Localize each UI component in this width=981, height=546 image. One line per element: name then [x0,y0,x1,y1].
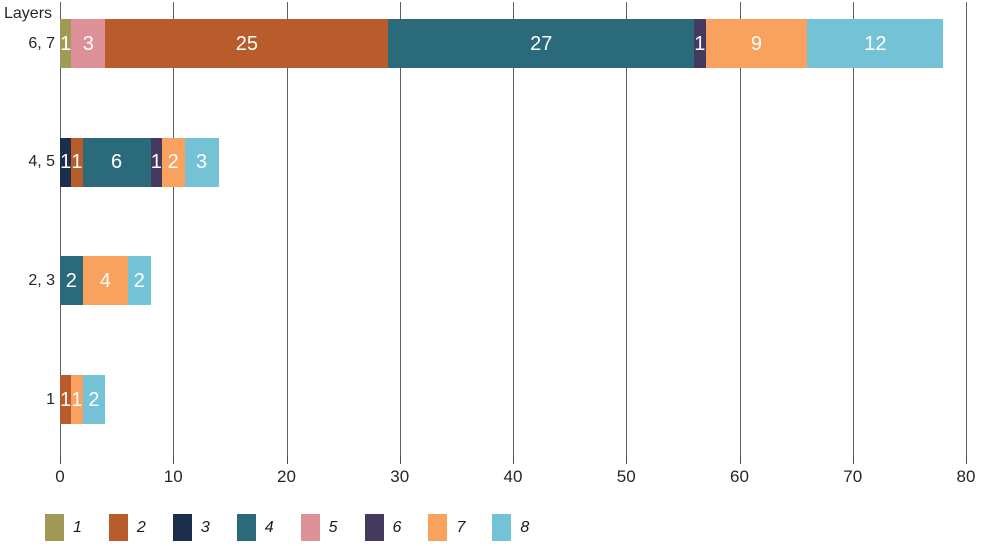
x-tick-label: 70 [843,467,863,486]
x-tick-label: 60 [730,467,749,486]
bar-segment: 2 [127,256,151,306]
segment-value-label: 2 [133,269,145,292]
x-axis-tick [173,457,175,464]
x-tick-label: 50 [616,467,636,486]
bar-segment: 3 [184,137,219,187]
segment-value-label: 1 [60,32,72,55]
bar-segment: 1 [60,375,72,424]
legend-item: 5 [300,514,338,541]
gridline [626,2,628,457]
segment-value-label: 6 [111,151,123,174]
gridline [966,2,967,457]
bar-segment: 1 [60,19,72,68]
bar-segment: 2 [161,137,185,187]
legend-item: 4 [236,514,274,541]
x-tick-label: 0 [55,467,65,486]
legend-swatch [108,514,128,541]
bar-segment: 25 [105,19,389,68]
bar-segment: 4 [82,256,128,306]
bar-segment: 2 [60,256,83,306]
x-axis-tick [966,457,967,464]
segment-value-label: 2 [65,269,77,292]
x-axis-tick [626,457,628,464]
gridline [286,2,288,457]
x-axis-tick [513,457,514,464]
bar-segment: 1 [71,137,83,187]
segment-value-label: 12 [864,32,887,55]
x-axis-tick [739,457,741,464]
legend-item: 7 [428,514,465,541]
segment-value-label: 1 [60,388,72,411]
bar-segment: 6 [82,137,151,187]
legend-label: 6 [392,518,402,536]
category-label: 4, 5 [28,153,55,171]
legend-swatch [45,514,64,541]
legend-label: 3 [200,518,210,536]
bar-segment: 9 [705,19,808,68]
legend-label: 2 [136,518,146,536]
legend: 1 2 3 4 5 6 7 8 [45,514,556,541]
legend-label: 4 [264,518,274,536]
segment-value-label: 1 [150,151,162,174]
gridline [399,2,401,457]
bar-segment: 2 [82,375,106,424]
bar-segment: 1 [71,375,83,424]
bar-segment: 1 [60,137,72,187]
gridline [173,2,175,457]
x-tick-label: 30 [390,467,410,486]
segment-value-label: 3 [82,32,94,55]
segment-value-label: 1 [694,32,706,55]
x-tick-label: 10 [163,467,183,486]
legend-label: 1 [73,518,82,536]
category-label: 1 [46,390,55,408]
legend-item: 8 [492,514,529,541]
segment-value-label: 27 [530,32,553,55]
x-axis-tick [399,457,401,464]
legend-swatch [236,514,256,541]
legend-item: 6 [364,514,402,541]
y-axis-title: Layers [4,5,53,22]
gridline [852,2,854,457]
x-tick-label: 20 [277,467,296,486]
legend-swatch [364,514,384,541]
segment-value-label: 9 [750,32,763,55]
legend-swatch [428,514,448,541]
legend-swatch [172,514,192,541]
segment-value-label: 1 [71,151,83,174]
gridline [60,2,61,457]
segment-value-label: 2 [167,151,179,174]
legend-swatch [492,514,512,541]
bar-segment: 1 [694,19,706,68]
segment-value-label: 1 [60,151,72,174]
segment-value-label: 1 [71,388,83,411]
bar-segment: 1 [150,137,162,187]
legend-label: 5 [328,518,338,536]
category-label: 6, 7 [28,34,55,52]
bar-segment: 12 [807,19,944,68]
x-axis-tick [286,457,288,464]
legend-swatch [300,514,320,541]
x-axis-tick [60,457,61,464]
x-axis-tick [852,457,854,464]
category-label: 2, 3 [28,271,55,289]
legend-item: 3 [172,514,210,541]
segment-value-label: 2 [88,388,100,411]
gridline [739,2,741,457]
x-tick-label: 80 [956,467,976,486]
bar-segment: 27 [388,19,695,68]
legend-item: 2 [108,514,146,541]
legend-label: 7 [456,518,466,536]
x-tick-label: 40 [503,467,523,486]
segment-value-label: 3 [195,151,208,174]
bar-segment: 3 [71,19,106,68]
legend-label: 8 [520,518,530,536]
segment-value-label: 25 [235,32,258,55]
gridline [513,2,514,457]
segment-value-label: 4 [99,269,111,292]
legend-item: 1 [45,514,82,541]
